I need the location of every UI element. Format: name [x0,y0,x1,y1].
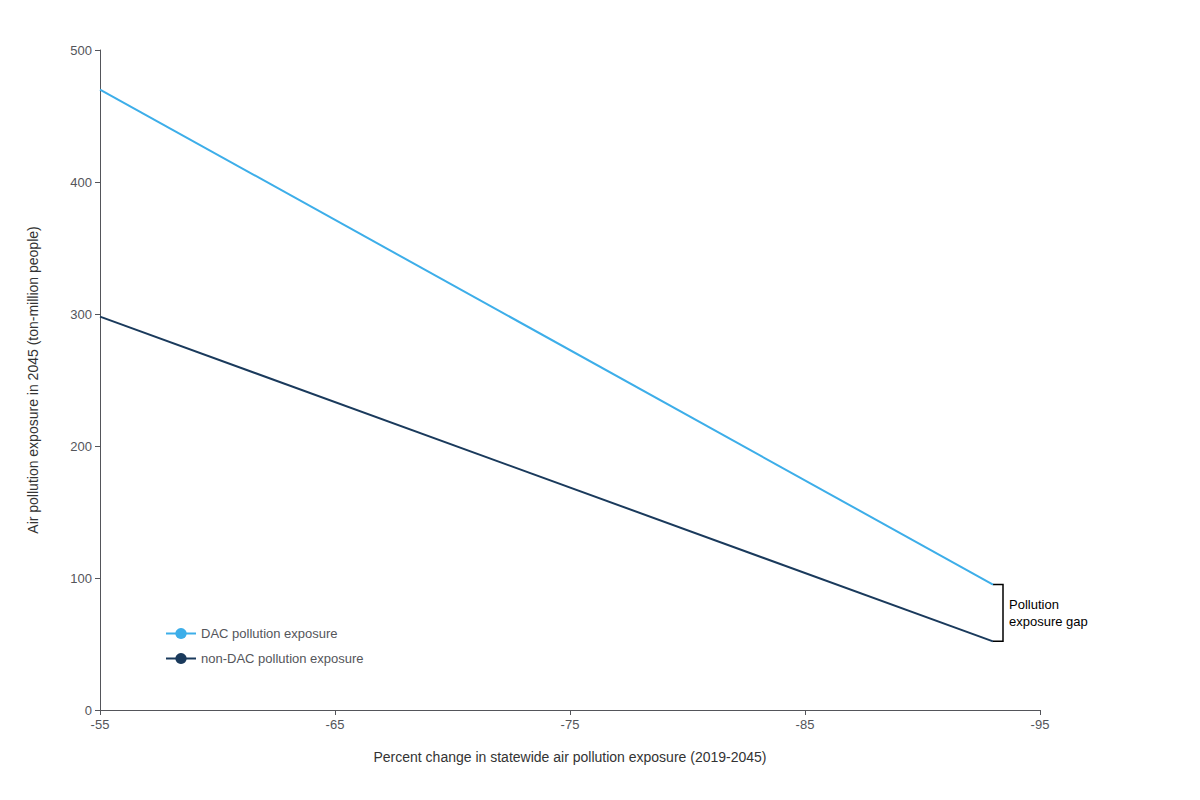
svg-text:-55: -55 [91,717,110,732]
svg-text:-65: -65 [326,717,345,732]
svg-text:0: 0 [85,703,92,718]
svg-text:exposure gap: exposure gap [1009,614,1088,629]
svg-text:non-DAC pollution exposure: non-DAC pollution exposure [201,651,364,666]
svg-text:300: 300 [70,307,92,322]
svg-text:DAC pollution exposure: DAC pollution exposure [201,626,338,641]
svg-text:Air pollution exposure in 2045: Air pollution exposure in 2045 (ton-mill… [25,226,41,533]
svg-text:-85: -85 [796,717,815,732]
svg-text:400: 400 [70,175,92,190]
svg-text:100: 100 [70,571,92,586]
svg-text:-75: -75 [561,717,580,732]
svg-text:-95: -95 [1031,717,1050,732]
svg-text:200: 200 [70,439,92,454]
svg-text:Pollution: Pollution [1009,597,1059,612]
svg-text:Percent change in statewide ai: Percent change in statewide air pollutio… [373,749,766,765]
svg-text:500: 500 [70,43,92,58]
